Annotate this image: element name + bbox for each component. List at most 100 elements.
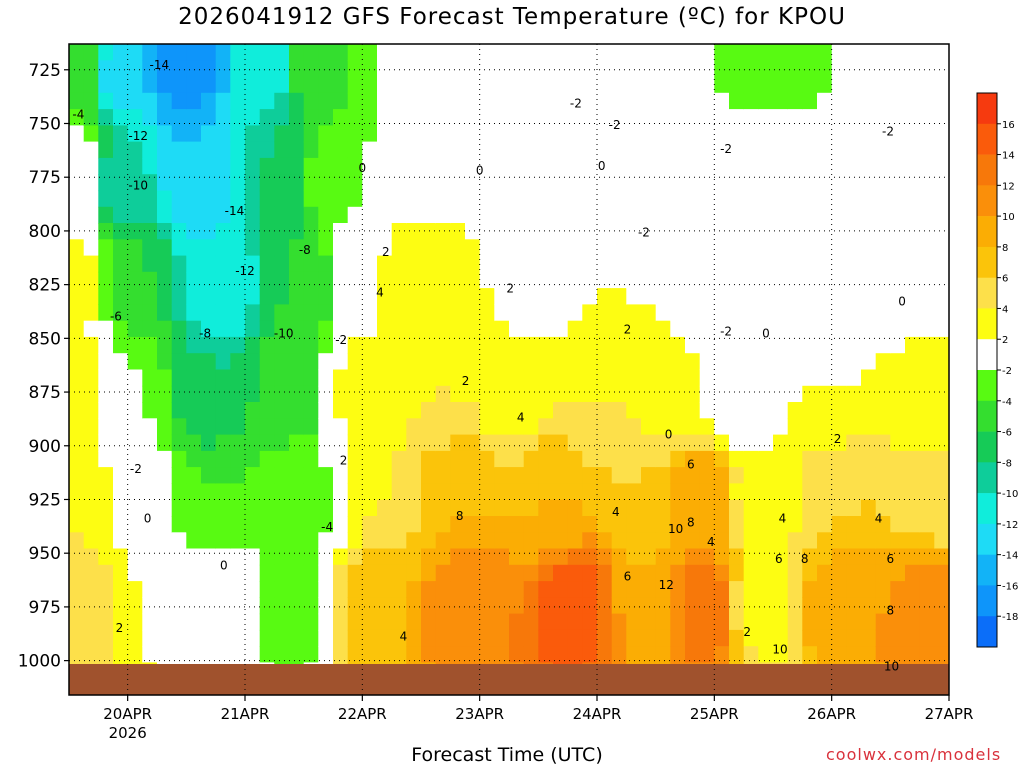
temperature-cell [655, 353, 671, 371]
temperature-cell [435, 76, 451, 94]
temperature-cell [333, 141, 349, 159]
temperature-cell [905, 402, 921, 419]
temperature-cell [611, 629, 627, 647]
temperature-cell [890, 44, 906, 61]
temperature-cell [919, 255, 935, 273]
temperature-cell [685, 402, 701, 419]
temperature-cell [655, 532, 671, 550]
temperature-cell [685, 516, 701, 533]
temperature-cell [171, 467, 187, 484]
temperature-cell [201, 255, 217, 273]
temperature-cell [435, 288, 451, 305]
temperature-cell [318, 271, 334, 289]
credit-link[interactable]: coolwx.com/models [826, 745, 1002, 764]
temperature-cell [479, 44, 495, 61]
temperature-cell [861, 450, 877, 468]
contour-label: -12 [235, 264, 255, 278]
temperature-cell [347, 597, 363, 615]
temperature-cell [729, 190, 745, 208]
temperature-cell [670, 239, 686, 257]
temperature-cell [582, 92, 598, 110]
temperature-cell [318, 499, 334, 517]
temperature-cell [171, 239, 187, 257]
temperature-cell [171, 516, 187, 533]
temperature-cell [421, 92, 437, 110]
temperature-cell [245, 353, 261, 371]
temperature-cell [215, 141, 231, 159]
temperature-cell [245, 516, 261, 533]
temperature-cell [450, 92, 466, 110]
temperature-cell [479, 597, 495, 615]
temperature-cell [773, 190, 789, 208]
temperature-cell [333, 581, 349, 598]
temperature-cell [406, 450, 422, 468]
temperature-cell [245, 206, 261, 224]
temperature-cell [729, 385, 745, 403]
temperature-cell [274, 450, 290, 468]
temperature-cell [743, 92, 759, 110]
temperature-cell [186, 353, 202, 371]
temperature-cell [641, 60, 657, 78]
y-tick-label: 950 [29, 544, 61, 564]
temperature-cell [479, 60, 495, 78]
temperature-cell [919, 385, 935, 403]
temperature-cell [406, 271, 422, 289]
temperature-cell [875, 239, 891, 257]
temperature-cell [626, 206, 642, 224]
temperature-cell [465, 190, 481, 208]
temperature-cell [905, 581, 921, 598]
temperature-cell [523, 483, 539, 501]
temperature-cell [494, 499, 510, 517]
temperature-cell [919, 190, 935, 208]
colorbar-label: -16 [1002, 581, 1018, 592]
temperature-cell [83, 564, 99, 582]
temperature-cell [318, 418, 334, 436]
temperature-cell [435, 271, 451, 289]
temperature-cell [919, 402, 935, 419]
temperature-cell [69, 516, 85, 533]
colorbar-swatch [977, 339, 997, 371]
temperature-cell [685, 450, 701, 468]
temperature-cell [259, 532, 275, 550]
temperature-cell [450, 44, 466, 61]
temperature-cell [201, 581, 217, 598]
temperature-cell [582, 44, 598, 61]
temperature-cell [274, 434, 290, 452]
temperature-cell [802, 239, 818, 257]
y-tick-label: 800 [29, 222, 61, 242]
temperature-cell [831, 157, 847, 175]
temperature-cell [421, 60, 437, 78]
temperature-cell [391, 109, 407, 126]
temperature-cell [465, 223, 481, 240]
temperature-cell [333, 532, 349, 550]
temperature-cell [421, 190, 437, 208]
temperature-cell [655, 434, 671, 452]
temperature-cell [245, 499, 261, 517]
temperature-cell [494, 353, 510, 371]
temperature-cell [597, 434, 613, 452]
temperature-cell [655, 646, 671, 664]
temperature-cell [817, 109, 833, 126]
temperature-cell [567, 548, 583, 566]
temperature-cell [611, 44, 627, 61]
temperature-cell [347, 646, 363, 664]
temperature-cell [201, 516, 217, 533]
temperature-cell [787, 450, 803, 468]
temperature-cell [259, 239, 275, 257]
temperature-cell [494, 613, 510, 631]
ground-fill [69, 664, 949, 695]
temperature-cell [655, 564, 671, 582]
temperature-cell [69, 434, 85, 452]
temperature-cell [465, 304, 481, 322]
temperature-cell [127, 271, 143, 289]
temperature-cell [201, 353, 217, 371]
temperature-cell [714, 336, 730, 354]
temperature-cell [773, 402, 789, 419]
temperature-cell [817, 450, 833, 468]
temperature-cell [641, 499, 657, 517]
temperature-cell [157, 629, 173, 647]
temperature-cell [831, 597, 847, 615]
temperature-cell [362, 157, 378, 175]
temperature-cell [465, 336, 481, 354]
temperature-cell [626, 353, 642, 371]
